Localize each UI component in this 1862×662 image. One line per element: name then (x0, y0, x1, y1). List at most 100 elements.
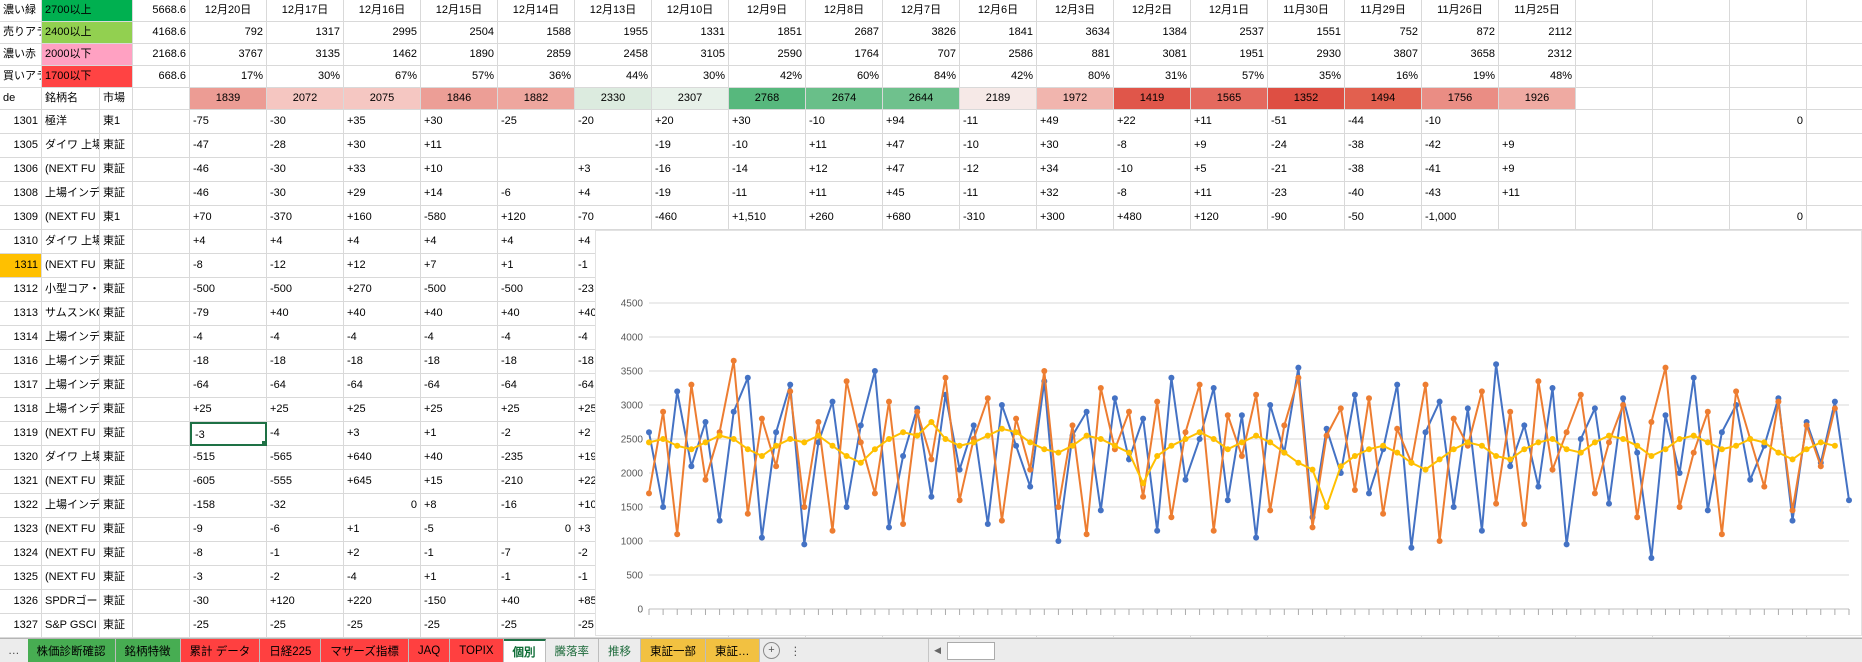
change-value-cell[interactable]: -42 (1422, 134, 1499, 158)
change-value-cell[interactable]: -4 (498, 326, 575, 350)
change-value-cell[interactable]: -4 (344, 326, 421, 350)
date-header-cell[interactable]: 12月6日 (960, 0, 1037, 22)
change-value-cell[interactable]: +29 (344, 182, 421, 206)
change-value-cell[interactable]: +1 (498, 254, 575, 278)
daily-value-cell[interactable]: 84% (883, 66, 960, 88)
change-value-cell[interactable]: -10 (1114, 158, 1191, 182)
stock-code-cell[interactable]: 1314 (0, 326, 42, 350)
date-header-cell[interactable]: 12月8日 (806, 0, 883, 22)
code-header-cell[interactable]: de (0, 88, 42, 110)
empty-cell[interactable] (133, 230, 190, 254)
empty-cell[interactable] (1576, 66, 1653, 88)
daily-value-cell[interactable]: 752 (1345, 22, 1422, 44)
empty-cell[interactable] (133, 350, 190, 374)
index-value-cell[interactable]: 2644 (883, 88, 960, 110)
change-value-cell[interactable]: +25 (498, 398, 575, 422)
stock-market-cell[interactable]: 東証 (100, 518, 133, 542)
empty-cell[interactable] (1807, 134, 1862, 158)
change-value-cell[interactable]: +14 (421, 182, 498, 206)
change-value-cell[interactable]: -12 (960, 158, 1037, 182)
threshold-cell[interactable]: 1700以下 (42, 66, 133, 88)
empty-cell[interactable] (1653, 0, 1730, 22)
empty-cell[interactable] (1576, 22, 1653, 44)
change-value-cell[interactable]: -1 (267, 542, 344, 566)
change-value-cell[interactable]: +40 (267, 302, 344, 326)
empty-cell[interactable] (1653, 158, 1730, 182)
h-scrollbar-thumb[interactable] (946, 642, 995, 660)
stock-name-cell[interactable]: サムスンKO (42, 302, 100, 326)
empty-cell[interactable] (1730, 88, 1807, 110)
daily-value-cell[interactable]: 44% (575, 66, 652, 88)
change-value-cell[interactable]: -38 (1345, 134, 1422, 158)
change-value-cell[interactable]: -1 (498, 566, 575, 590)
change-value-cell[interactable]: +4 (267, 230, 344, 254)
change-value-cell[interactable]: -24 (1268, 134, 1345, 158)
change-value-cell[interactable]: -16 (652, 158, 729, 182)
change-value-cell[interactable]: -18 (498, 350, 575, 374)
stock-name-cell[interactable]: 上場インデ (42, 350, 100, 374)
change-value-cell[interactable]: +30 (344, 134, 421, 158)
change-value-cell[interactable]: -25 (267, 614, 344, 638)
daily-value-cell[interactable]: 31% (1114, 66, 1191, 88)
sheet-tab-9[interactable]: 騰落率 (545, 639, 600, 662)
change-value-cell[interactable]: -605 (190, 470, 267, 494)
change-value-cell[interactable]: +3 (575, 158, 652, 182)
tab-options-icon[interactable]: ⋮ (789, 645, 802, 658)
change-value-cell[interactable]: -8 (1114, 134, 1191, 158)
stock-code-cell[interactable]: 1323 (0, 518, 42, 542)
change-value-cell[interactable]: +480 (1114, 206, 1191, 230)
date-header-cell[interactable]: 12月1日 (1191, 0, 1268, 22)
change-value-cell[interactable]: +260 (806, 206, 883, 230)
stock-code-cell[interactable]: 1312 (0, 278, 42, 302)
change-value-cell[interactable]: -38 (1345, 158, 1422, 182)
change-value-cell[interactable]: -46 (190, 158, 267, 182)
empty-cell[interactable] (133, 374, 190, 398)
change-value-cell[interactable]: 0 (1730, 110, 1807, 134)
empty-cell[interactable] (1807, 158, 1862, 182)
change-value-cell[interactable]: +30 (421, 110, 498, 134)
change-value-cell[interactable]: -64 (498, 374, 575, 398)
change-value-cell[interactable]: -10 (729, 134, 806, 158)
index-value-cell[interactable]: 2075 (344, 88, 421, 110)
empty-cell[interactable] (1730, 22, 1807, 44)
stock-name-cell[interactable]: (NEXT FU (42, 470, 100, 494)
daily-value-cell[interactable]: 67% (344, 66, 421, 88)
change-value-cell[interactable] (1499, 206, 1576, 230)
empty-cell[interactable] (133, 134, 190, 158)
change-value-cell[interactable]: -2 (498, 422, 575, 446)
stock-market-cell[interactable]: 東証 (100, 254, 133, 278)
change-value-cell[interactable] (498, 134, 575, 158)
change-value-cell[interactable]: -25 (498, 110, 575, 134)
change-value-cell[interactable]: -64 (267, 374, 344, 398)
change-value-cell[interactable]: -6 (498, 182, 575, 206)
sheet-tab-1[interactable]: 株価診断確認 (27, 639, 116, 662)
stock-name-cell[interactable]: (NEXT FU (42, 542, 100, 566)
change-value-cell[interactable]: -4 (421, 326, 498, 350)
empty-cell[interactable] (1576, 134, 1653, 158)
stock-code-cell[interactable]: 1325 (0, 566, 42, 590)
change-value-cell[interactable]: -75 (190, 110, 267, 134)
change-value-cell[interactable]: +4 (190, 230, 267, 254)
stock-code-cell[interactable]: 1321 (0, 470, 42, 494)
change-value-cell[interactable]: -46 (190, 182, 267, 206)
change-value-cell[interactable]: +1 (344, 518, 421, 542)
change-value-cell[interactable]: -10 (1422, 110, 1499, 134)
change-value-cell[interactable]: -6 (267, 518, 344, 542)
index-value-cell[interactable]: 1846 (421, 88, 498, 110)
date-header-cell[interactable]: 11月25日 (1499, 0, 1576, 22)
change-value-cell[interactable]: +25 (344, 398, 421, 422)
alert-value-cell[interactable]: 668.6 (133, 66, 190, 88)
change-value-cell[interactable]: +120 (1191, 206, 1268, 230)
empty-cell[interactable] (1730, 0, 1807, 22)
change-value-cell[interactable]: +1 (421, 566, 498, 590)
sheet-tab-4[interactable]: 日経225 (260, 639, 322, 662)
change-value-cell[interactable]: -19 (652, 182, 729, 206)
change-value-cell[interactable]: -8 (1114, 182, 1191, 206)
stock-market-cell[interactable]: 東証 (100, 398, 133, 422)
empty-cell[interactable] (1730, 134, 1807, 158)
change-value-cell[interactable]: -40 (1345, 182, 1422, 206)
empty-cell[interactable] (1807, 182, 1862, 206)
change-value-cell[interactable]: -4 (267, 422, 344, 446)
daily-value-cell[interactable]: 3826 (883, 22, 960, 44)
change-value-cell[interactable]: +20 (652, 110, 729, 134)
